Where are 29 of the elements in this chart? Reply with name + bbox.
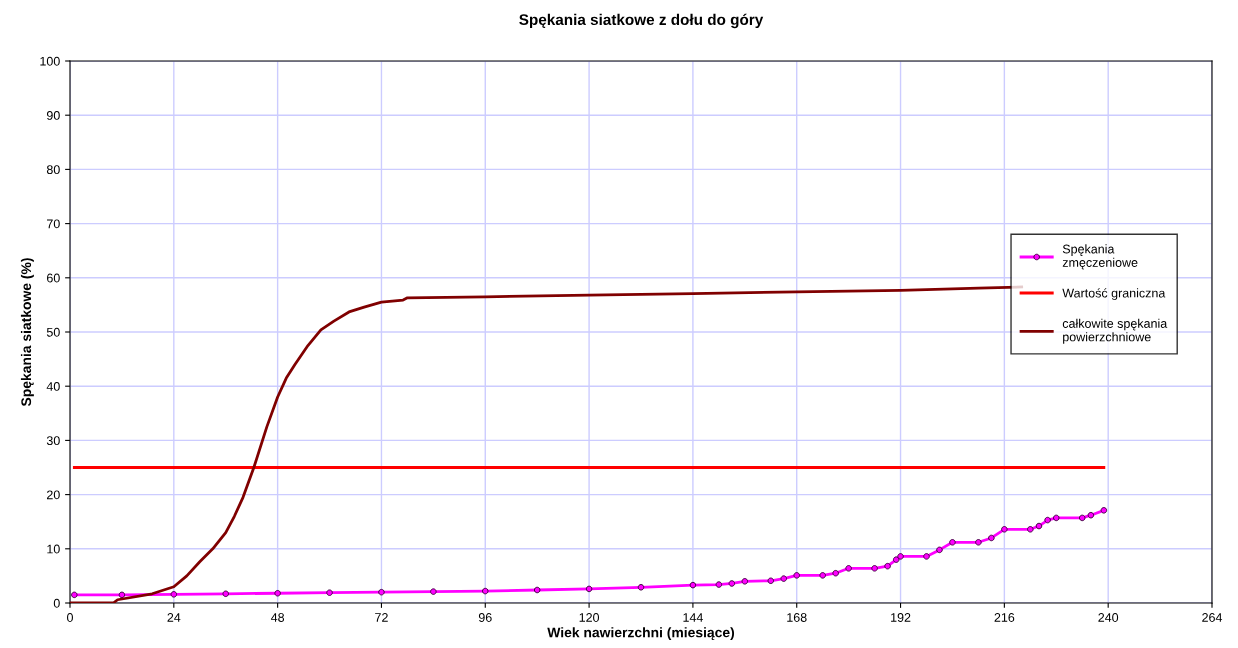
y-tick-label: 50 (46, 327, 60, 337)
x-axis-title: Wiek nawierzchni (miesiące) (547, 627, 735, 641)
y-tick-label: 30 (46, 436, 60, 446)
x-tick-label: 264 (1202, 613, 1223, 622)
y-tick-label: 10 (47, 544, 60, 554)
x-tick-label: 24 (167, 613, 181, 622)
x-tick-label: 240 (1098, 613, 1119, 622)
y-axis-title: Spękania siatkowe (%) (20, 258, 34, 407)
x-tick-label: 0 (67, 613, 73, 622)
y-tick-label: 100 (40, 56, 60, 66)
x-tick-label: 120 (579, 613, 600, 622)
x-tick-label: 96 (478, 613, 492, 622)
x-tick-label: 216 (994, 613, 1015, 622)
y-tick-label: 80 (46, 165, 60, 175)
legend-label: całkowite spękania powierzchniowe (1062, 318, 1168, 344)
y-tick-label: 0 (53, 598, 60, 608)
x-tick-label: 72 (375, 613, 388, 622)
y-tick-label: 90 (46, 111, 60, 120)
chart-title: Spękania siatkowe z dołu do góry (519, 13, 764, 29)
legend-label: Wartość graniczna (1062, 288, 1166, 300)
x-tick-label: 144 (683, 613, 703, 622)
y-tick-label: 40 (46, 382, 60, 391)
y-tick-label: 20 (47, 490, 60, 500)
legend-label: Spękania zmęczeniowe (1062, 244, 1138, 270)
x-tick-label: 192 (891, 613, 911, 622)
y-tick-label: 60 (47, 273, 60, 283)
x-tick-label: 48 (270, 613, 285, 622)
x-tick-label: 168 (787, 613, 807, 622)
y-tick-label: 70 (47, 219, 60, 229)
